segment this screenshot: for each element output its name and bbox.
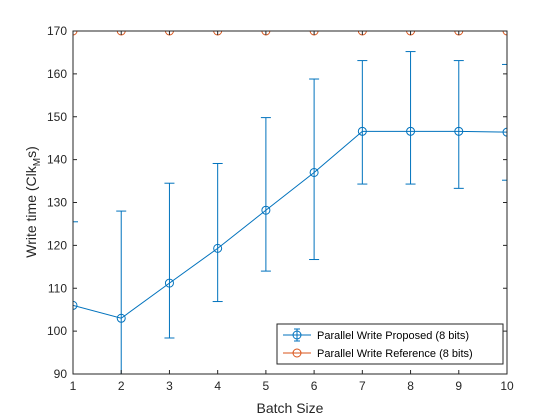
legend-entry-0: Parallel Write Proposed (8 bits) bbox=[283, 328, 469, 342]
y-tick-label: 130 bbox=[47, 196, 67, 210]
legend-label: Parallel Write Reference (8 bits) bbox=[317, 348, 473, 360]
y-tick-label: 110 bbox=[48, 281, 67, 295]
legend: Parallel Write Proposed (8 bits) Parallel… bbox=[276, 323, 504, 365]
plot-background bbox=[73, 31, 507, 374]
data-point bbox=[164, 278, 174, 288]
legend-marker bbox=[292, 348, 302, 358]
ticks-layer: 1 2 3 4 5 6 7 8 9 10 90 100 110 120 130 140 150 160 170 bbox=[47, 24, 514, 393]
series-0 bbox=[73, 51, 507, 374]
legend-label: Parallel Write Proposed (8 bits) bbox=[317, 330, 469, 342]
x-tick-label: 3 bbox=[166, 379, 173, 393]
x-tick-label: 5 bbox=[263, 379, 270, 393]
y-axis-label-end: s) bbox=[23, 146, 39, 158]
y-tick-label: 150 bbox=[47, 110, 67, 124]
x-tick-label: 7 bbox=[359, 379, 366, 393]
y-tick-label: 120 bbox=[47, 238, 67, 252]
data-point bbox=[406, 126, 416, 136]
x-tick-label: 10 bbox=[500, 379, 514, 393]
x-tick-label: 2 bbox=[118, 379, 125, 393]
y-axis-label-main: Write time (Clk bbox=[23, 165, 39, 258]
x-axis-label: Batch Size bbox=[257, 400, 324, 416]
data-point bbox=[116, 313, 126, 323]
data-point bbox=[213, 243, 223, 253]
y-tick-label: 140 bbox=[47, 153, 67, 167]
data-point bbox=[502, 127, 507, 137]
data-point bbox=[261, 205, 271, 215]
x-tick-label: 8 bbox=[407, 379, 414, 393]
y-axis-label: Write time (ClkMs) bbox=[23, 146, 43, 258]
legend-entry-1: Parallel Write Reference (8 bits) bbox=[283, 348, 473, 360]
x-tick-label: 6 bbox=[311, 379, 318, 393]
y-tick-label: 90 bbox=[54, 367, 68, 381]
x-tick-label: 4 bbox=[214, 379, 221, 393]
series-line bbox=[73, 130, 507, 319]
data-point bbox=[454, 126, 464, 136]
x-tick-label: 1 bbox=[70, 379, 77, 393]
y-axis-label-subscript: M bbox=[32, 158, 43, 166]
y-tick-label: 160 bbox=[47, 67, 67, 81]
legend-marker bbox=[292, 330, 302, 340]
y-tick-label: 100 bbox=[47, 324, 67, 338]
data-point bbox=[357, 126, 367, 136]
y-tick-label: 170 bbox=[47, 24, 67, 38]
legend-box bbox=[276, 323, 504, 365]
data-point bbox=[309, 167, 319, 177]
data-point bbox=[73, 300, 78, 310]
x-tick-label: 9 bbox=[455, 379, 462, 393]
